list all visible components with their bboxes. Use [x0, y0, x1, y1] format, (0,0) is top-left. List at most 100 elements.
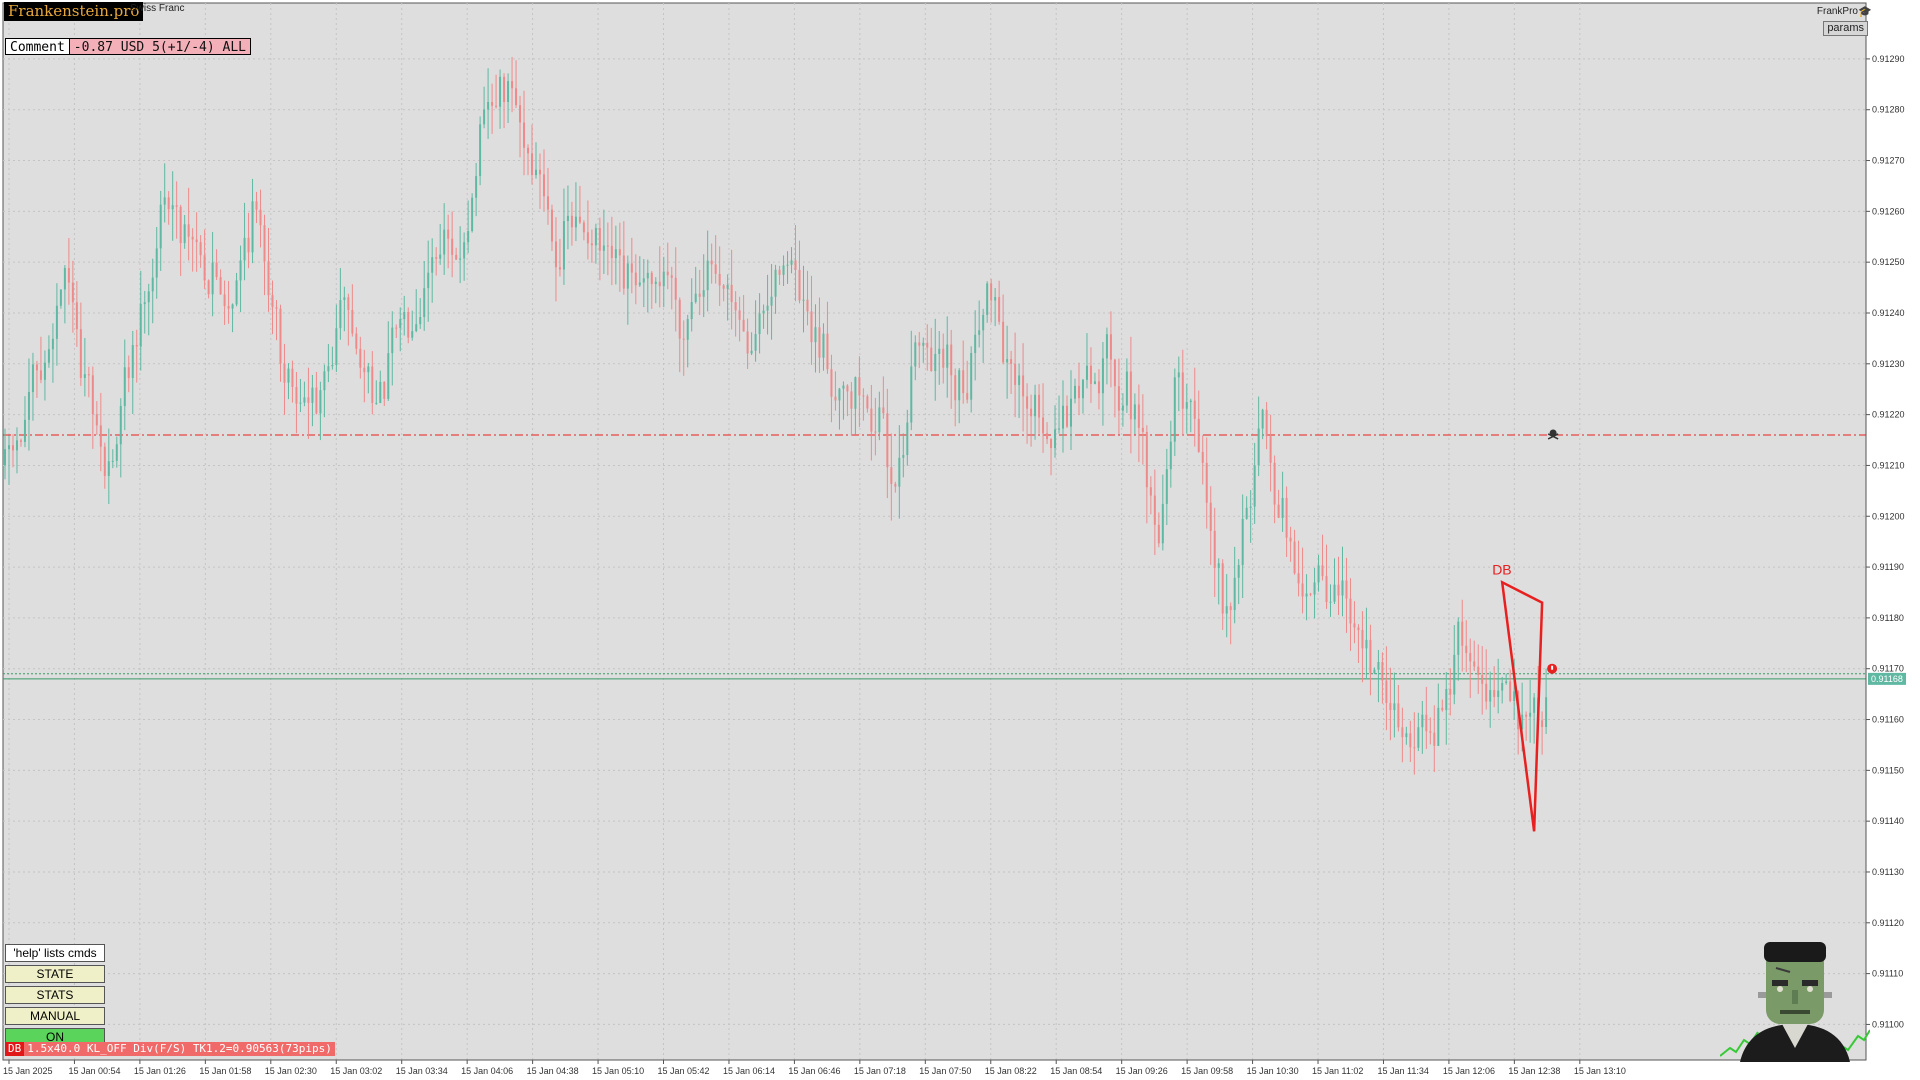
candle-body [738, 310, 741, 320]
x-tick-label: 15 Jan 00:54 [68, 1066, 120, 1076]
candle-body [71, 282, 74, 303]
manual-button[interactable]: MANUAL [5, 1007, 105, 1025]
frankenstein-avatar [1720, 942, 1870, 1062]
candle-body [455, 254, 458, 260]
candle-body [1077, 385, 1080, 399]
candle-body [1297, 573, 1300, 584]
candle-body [243, 237, 246, 261]
candle-body [519, 105, 522, 123]
candle-body [355, 333, 358, 349]
candle-body [1469, 653, 1472, 662]
candle-body [419, 317, 422, 325]
candle-body [1401, 727, 1404, 738]
candle-body [1081, 379, 1084, 399]
candle-body [1066, 405, 1069, 427]
x-tick-label: 15 Jan 09:26 [1116, 1066, 1168, 1076]
candle-body [63, 267, 66, 290]
candle-body [227, 306, 230, 309]
candle-body [890, 467, 893, 484]
candle-body [7, 445, 10, 450]
candle-body [1249, 506, 1252, 508]
y-tick-label: 0.91220 [1872, 410, 1905, 420]
candle-body [966, 393, 969, 400]
y-tick-label: 0.91210 [1872, 460, 1905, 470]
candle-body [471, 197, 474, 232]
y-tick-label: 0.91190 [1872, 562, 1904, 572]
candle-body [1058, 428, 1061, 430]
candle-body [199, 242, 202, 256]
x-tick-label: 15 Jan 04:38 [527, 1066, 579, 1076]
candle-body [1505, 681, 1508, 683]
candle-body [806, 299, 809, 312]
candle-body [906, 422, 909, 456]
candle-body [139, 304, 142, 347]
y-tick-label: 0.91140 [1872, 816, 1904, 826]
candle-body [1237, 565, 1240, 578]
candle-body [1137, 404, 1140, 428]
candle-body [1149, 487, 1152, 496]
plot-frame [2, 2, 1867, 1061]
candle-body [191, 236, 194, 240]
candle-body [51, 338, 54, 350]
candle-body [1421, 714, 1424, 728]
current-price-label: 0.91168 [1871, 674, 1903, 684]
brand-logo[interactable]: Frankenstein.pro [4, 2, 144, 21]
candle-body [982, 314, 985, 331]
candle-body [263, 225, 266, 262]
candle-body [163, 197, 166, 205]
stats-button[interactable]: STATS [5, 986, 105, 1004]
candle-body [846, 385, 849, 392]
candle-body [283, 363, 286, 383]
state-button[interactable]: STATE [5, 965, 105, 983]
candle-body [1141, 427, 1144, 432]
candle-body [495, 105, 498, 107]
candle-body [1133, 404, 1136, 420]
candle-body [810, 311, 813, 343]
x-tick-label: 15 Jan 08:22 [985, 1066, 1037, 1076]
candle-body [287, 368, 290, 383]
candle-body [1217, 563, 1220, 568]
candle-body [1341, 580, 1344, 596]
candle-body [1333, 584, 1336, 602]
candle-body [383, 381, 386, 399]
x-tick-label: 15 Jan 13:10 [1574, 1066, 1626, 1076]
candle-body [347, 297, 350, 310]
candle-body [1417, 727, 1420, 748]
candle-body [435, 257, 438, 259]
candle-body [487, 101, 490, 110]
candle-body [1006, 359, 1009, 363]
candle-body [1545, 697, 1548, 727]
x-tick-label: 15 Jan 10:30 [1247, 1066, 1299, 1076]
candle-body [934, 353, 937, 372]
candle-body [1269, 436, 1272, 463]
candle-body [147, 291, 150, 303]
candle-body [658, 281, 661, 287]
db-pattern-triangle [1500, 580, 1544, 832]
candle-body [359, 348, 362, 368]
candle-body [818, 327, 821, 358]
candle-body [986, 283, 989, 315]
candle-body [155, 248, 158, 278]
candle-body [562, 221, 565, 270]
candle-body [946, 344, 949, 368]
comment-panel: Comment -0.87 USD 5(+1/-4) ALL [5, 38, 251, 55]
candle-body [1229, 606, 1232, 611]
candle-body [638, 282, 641, 286]
candle-body [375, 402, 378, 404]
candle-body [447, 229, 450, 239]
candle-body [654, 281, 657, 285]
candle-body [802, 299, 805, 301]
candle-body [351, 309, 354, 334]
candle-body [730, 284, 733, 303]
candle-body [630, 263, 633, 273]
y-tick-label: 0.91130 [1872, 867, 1904, 877]
status-tag: DB [5, 1042, 25, 1056]
candle-body [1221, 563, 1224, 614]
x-tick-label: 15 Jan 12:06 [1443, 1066, 1495, 1076]
candle-body [1050, 439, 1053, 449]
candle-body [1465, 645, 1468, 654]
candle-body [11, 445, 14, 451]
params-button[interactable]: params [1823, 21, 1868, 36]
